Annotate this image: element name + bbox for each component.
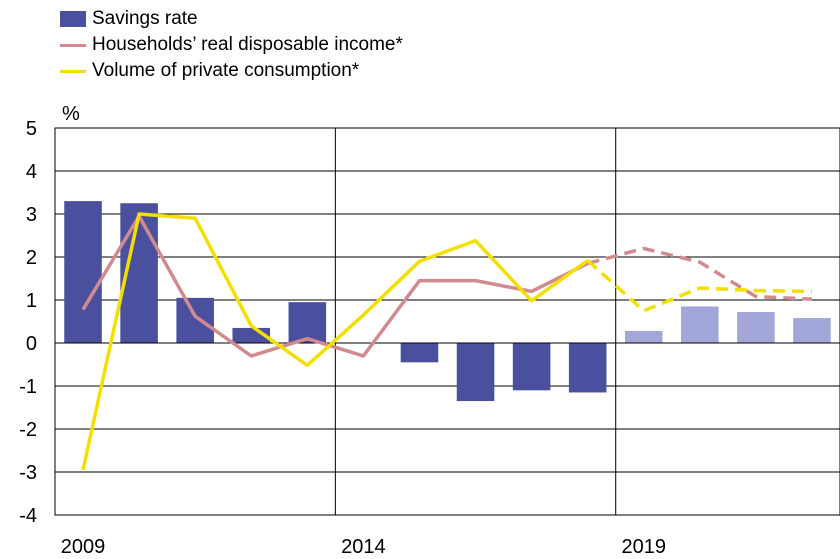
legend-swatch-savings-rate [60, 11, 86, 27]
legend-item-income: Households’ real disposable income* [60, 32, 403, 58]
x-tick-label: 2014 [341, 536, 386, 558]
y-tick-label: -2 [19, 419, 37, 441]
y-tick-label: 2 [26, 247, 37, 269]
bar-savings-rate [176, 297, 214, 343]
legend-item-savings-rate: Savings rate [60, 6, 403, 32]
y-unit-label: % [62, 103, 80, 125]
bar-savings-rate [681, 306, 719, 343]
legend-swatch-consumption [60, 69, 86, 73]
bar-savings-rate [288, 302, 327, 343]
bar-savings-rate [512, 343, 551, 391]
y-tick-label: -1 [19, 376, 37, 398]
y-tick-label: -4 [19, 505, 37, 527]
y-tick-label: -3 [19, 462, 37, 484]
bar-savings-rate [624, 330, 663, 343]
line-consumption-actual [81, 212, 589, 471]
line-consumption-forecast [586, 259, 812, 313]
y-tick-label: 3 [26, 204, 37, 226]
y-tick-label: 4 [26, 161, 37, 183]
line-income-forecast [587, 246, 813, 301]
x-tick-label: 2009 [61, 536, 106, 558]
legend-label-consumption: Volume of private consumption* [92, 60, 360, 81]
bar-savings-rate [737, 312, 775, 343]
legend-swatch-income [60, 43, 86, 47]
plot-frame [54, 127, 840, 516]
bar-savings-rate [400, 343, 439, 363]
bar-savings-rate [568, 343, 607, 393]
y-tick-label: 5 [26, 118, 37, 140]
legend-label-savings-rate: Savings rate [92, 8, 198, 29]
x-tick-label: 2019 [622, 536, 667, 558]
line-income-actual [81, 214, 589, 358]
bar-savings-rate [64, 201, 102, 343]
legend-item-consumption: Volume of private consumption* [60, 58, 403, 84]
legend-label-income: Households’ real disposable income* [92, 34, 403, 55]
legend: Savings rate Households’ real disposable… [60, 6, 403, 84]
bar-savings-rate [793, 318, 831, 343]
y-tick-label: 0 [26, 333, 37, 355]
y-tick-label: 1 [26, 290, 37, 312]
bar-savings-rate [456, 343, 495, 402]
